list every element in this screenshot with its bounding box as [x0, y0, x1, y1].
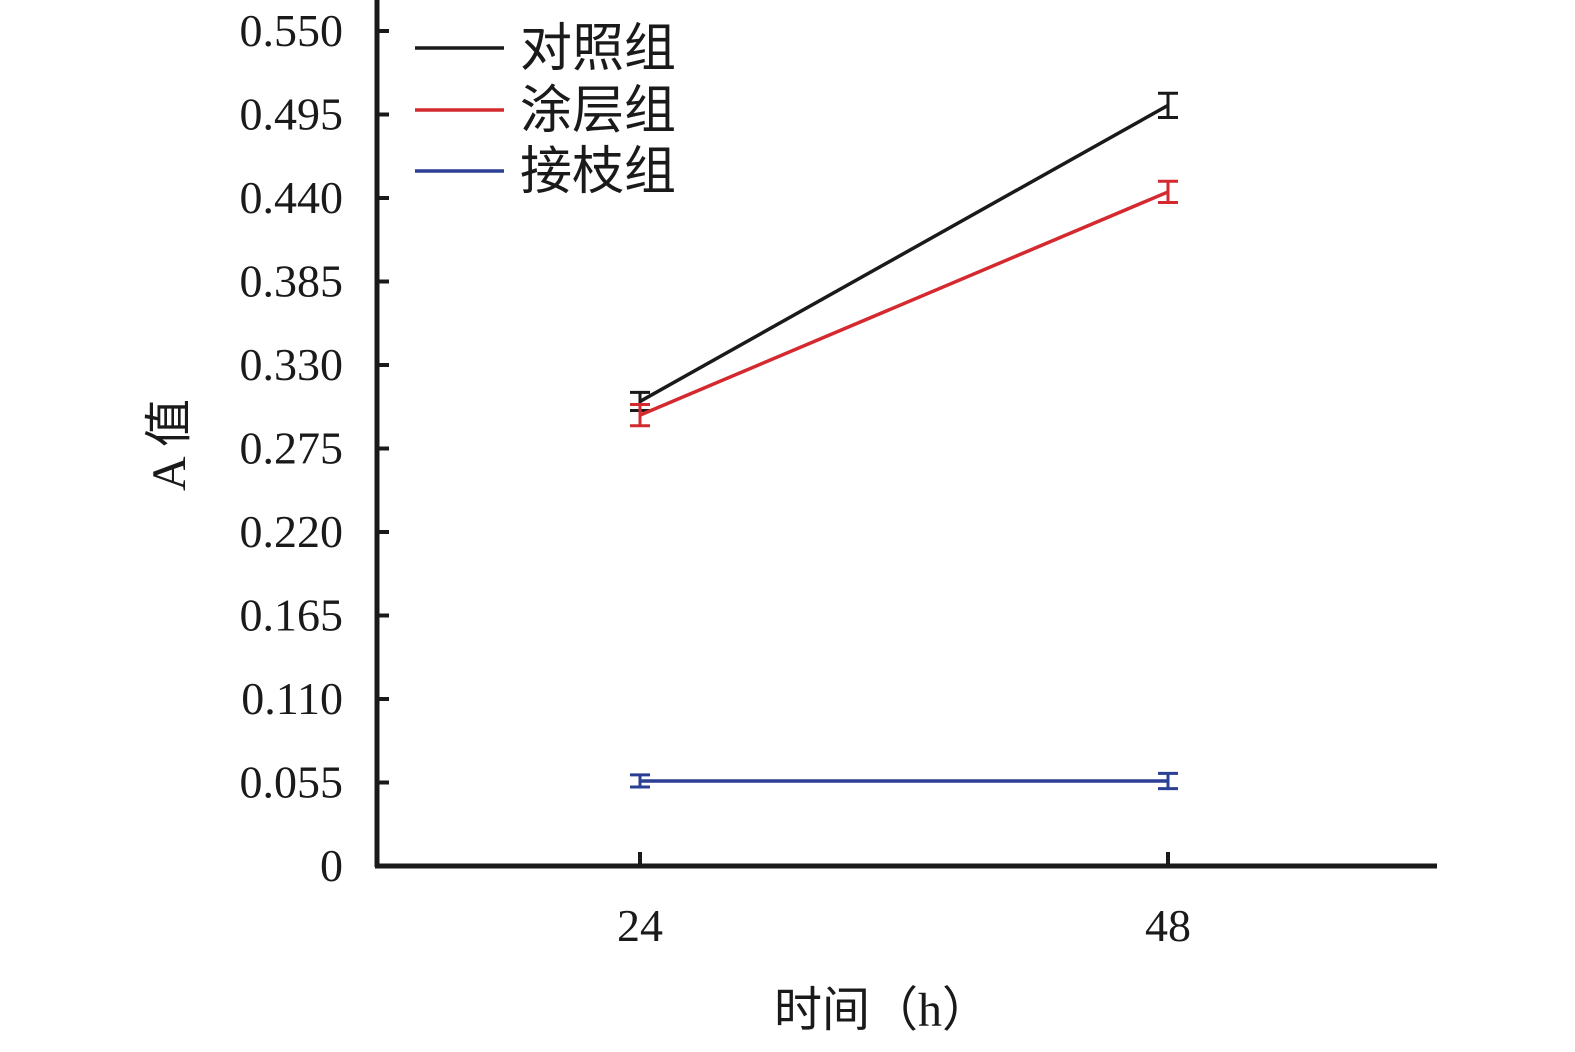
- legend-label: 接枝组: [520, 144, 676, 201]
- error-bar: [630, 402, 650, 428]
- error-bar: [630, 773, 650, 789]
- y-tick-label: 0.385: [240, 256, 344, 307]
- y-tick-label: 0.550: [240, 5, 344, 56]
- series-3: [630, 771, 1178, 791]
- legend-label: 对照组: [520, 21, 676, 78]
- x-tick-label: 24: [617, 900, 663, 951]
- y-axis-title: A 值: [143, 399, 196, 491]
- series-line: [639, 103, 1169, 403]
- y-tick-label: 0.165: [240, 590, 344, 641]
- series-line: [639, 190, 1169, 417]
- legend-item: 接枝组: [415, 144, 676, 201]
- error-bar: [1158, 771, 1178, 791]
- series-1: [630, 91, 1178, 413]
- error-bar: [1158, 91, 1178, 120]
- y-tick-label: 0.110: [241, 673, 343, 724]
- y-tick-label: 0.440: [240, 172, 344, 223]
- legend-label: 涂层组: [520, 83, 676, 140]
- y-tick-label: 0.330: [240, 339, 344, 390]
- y-tick-label: 0.055: [240, 757, 344, 808]
- series-2: [630, 179, 1178, 428]
- axes: [374, 0, 1437, 869]
- x-ticks: 24 48: [617, 852, 1191, 951]
- error-bar: [1158, 179, 1178, 205]
- y-tick-label: 0.275: [240, 423, 344, 474]
- y-tick-label: 0: [320, 840, 343, 891]
- y-tick-label: 0.220: [240, 506, 344, 557]
- x-axis-title: 时间（h）: [774, 984, 990, 1037]
- y-ticks: 0 0.055 0.110 0.165 0.220 0.275 0.330 0.385 0.44…: [240, 5, 389, 891]
- x-tick-label: 48: [1145, 900, 1191, 951]
- series-layer: [630, 91, 1178, 791]
- legend-item: 涂层组: [415, 83, 676, 140]
- legend-item: 对照组: [415, 21, 676, 78]
- y-tick-label: 0.495: [240, 89, 344, 140]
